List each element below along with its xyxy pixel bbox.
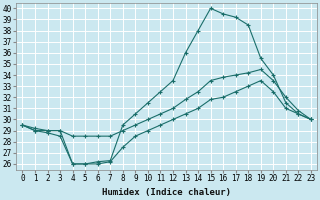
X-axis label: Humidex (Indice chaleur): Humidex (Indice chaleur): [102, 188, 231, 197]
